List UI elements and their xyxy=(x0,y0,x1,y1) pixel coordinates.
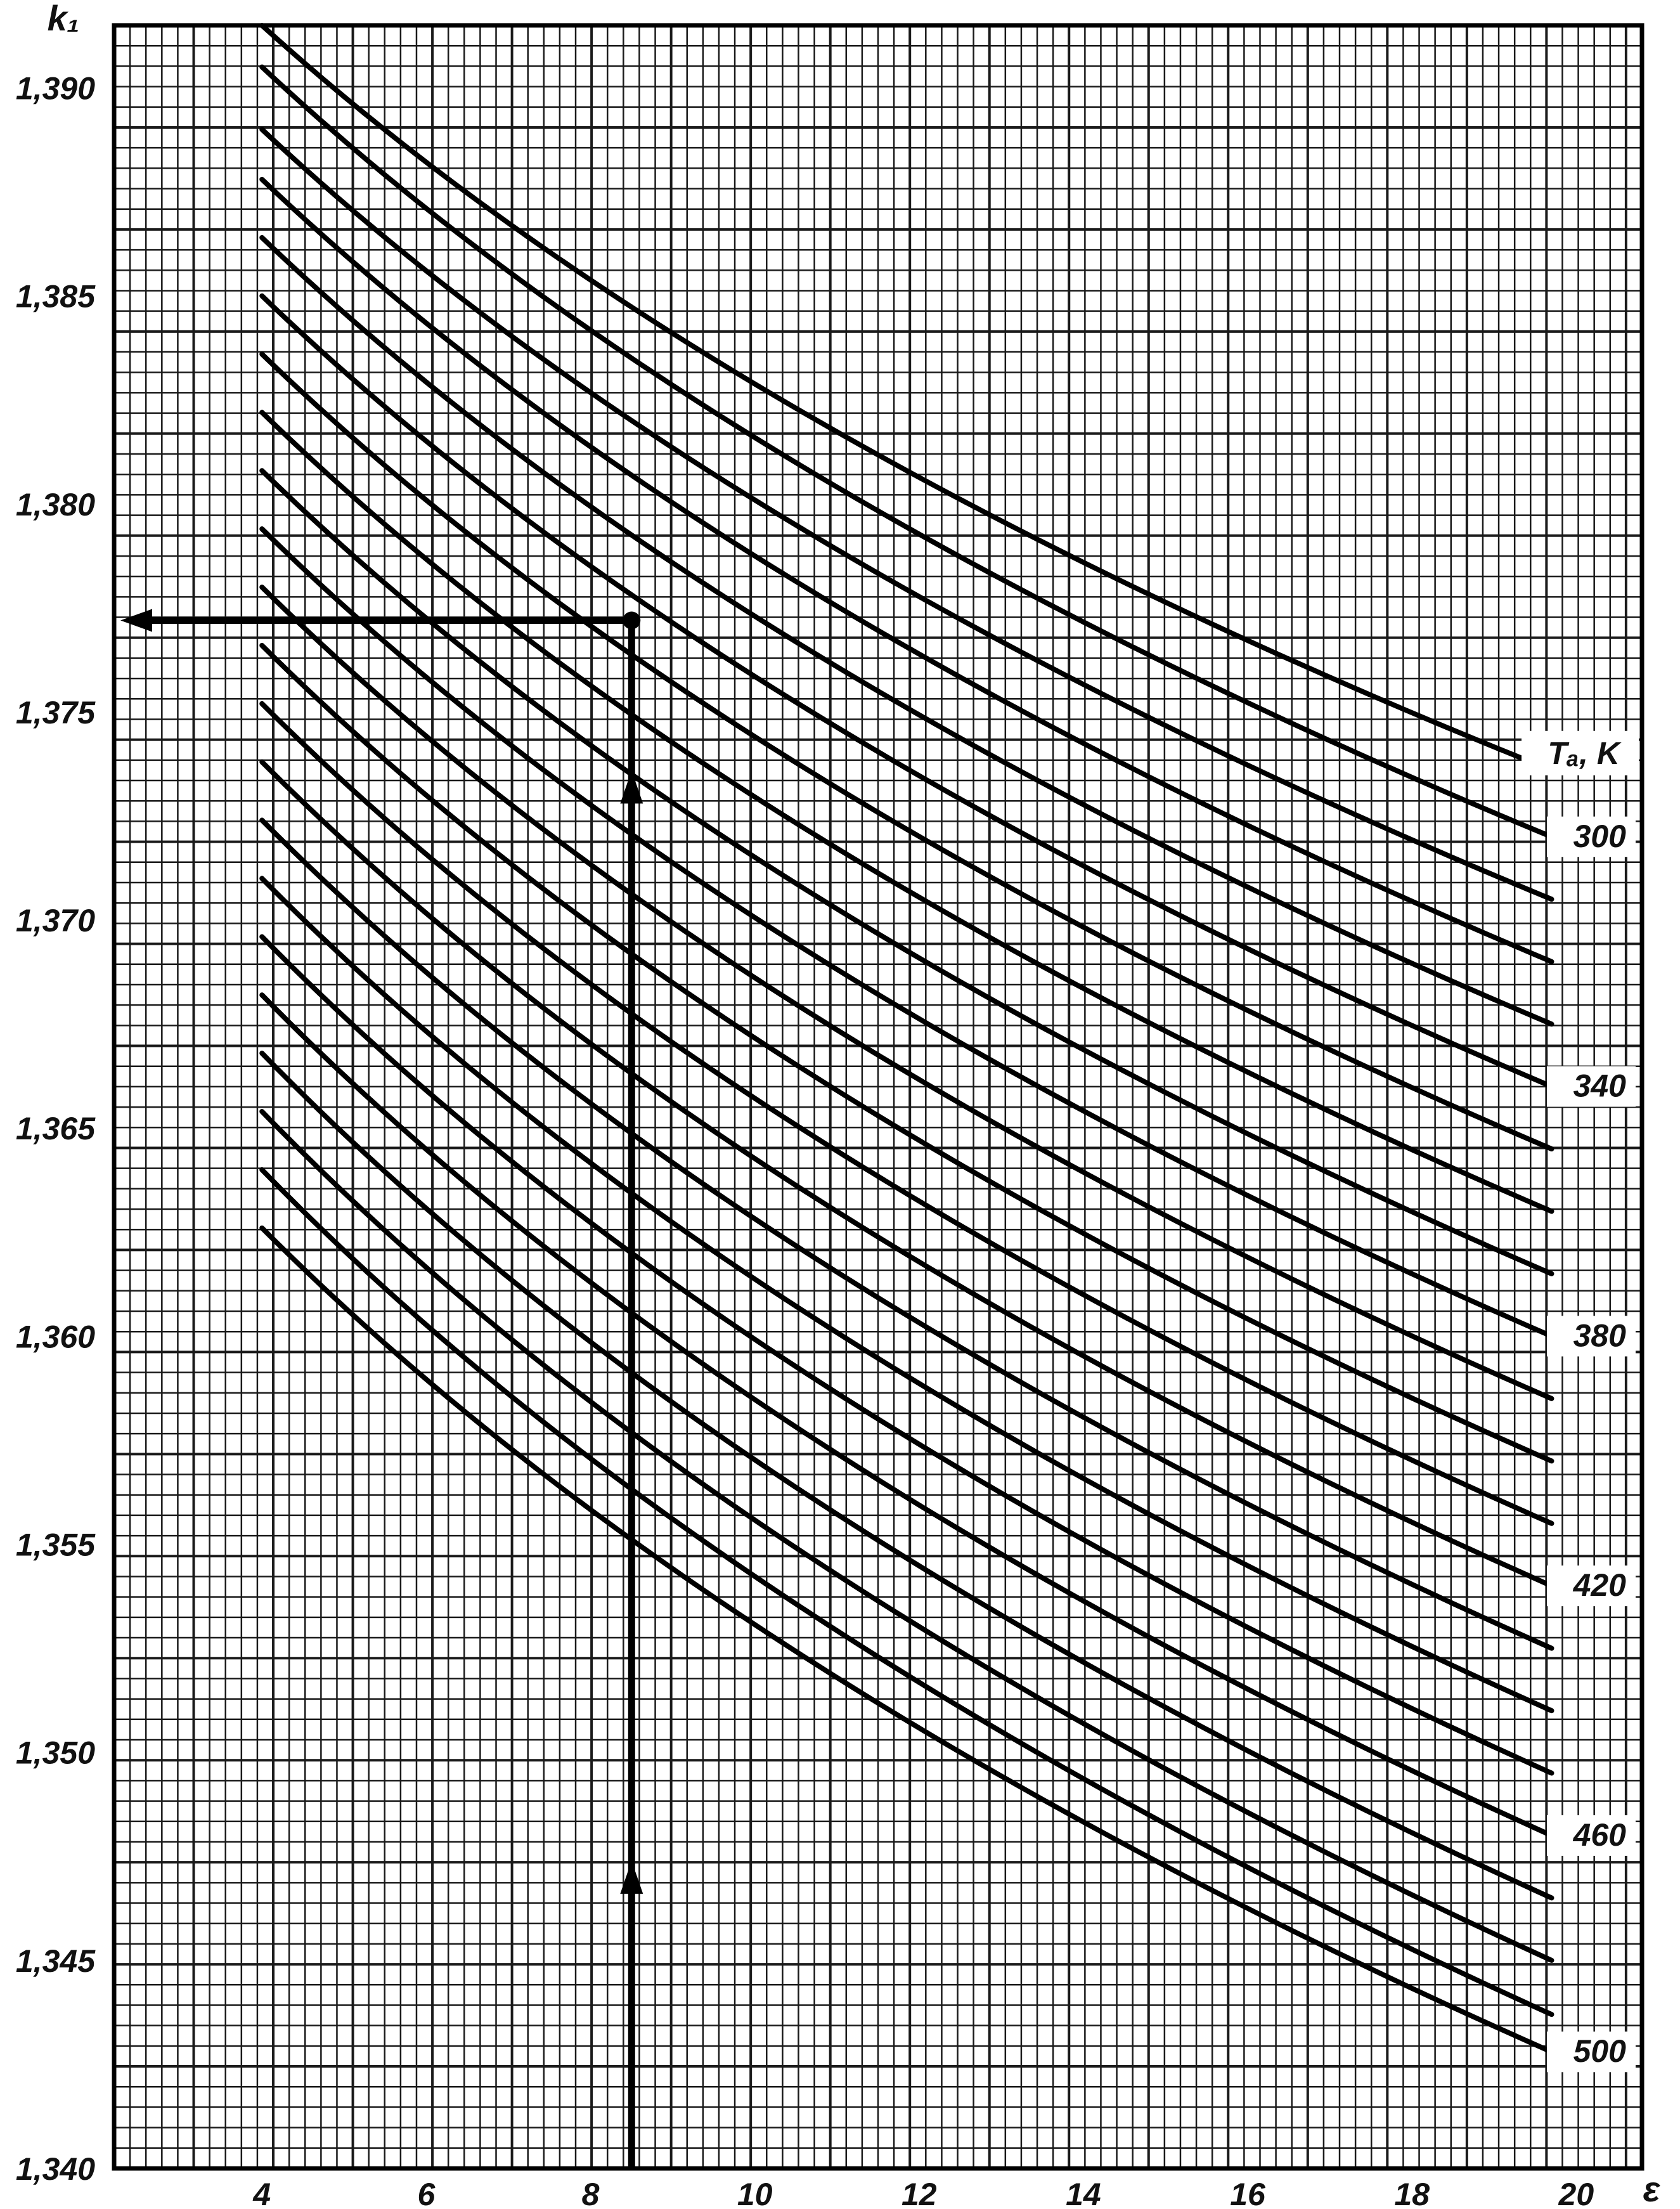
legend-label-background xyxy=(1547,1815,1636,1856)
series-line-12 xyxy=(259,642,1554,1464)
series-line-15 xyxy=(259,817,1554,1651)
legend-label-background xyxy=(1547,816,1636,857)
y-tick-labels: 1,340 1,345 1,350 1,355 1,360 1,365 1,370 1,375… xyxy=(16,70,96,2187)
series-line-11 xyxy=(259,585,1554,1401)
legend-label: 300 xyxy=(1573,819,1627,854)
series-line-7 xyxy=(259,351,1554,1152)
legend-label: 420 xyxy=(1573,1567,1627,1603)
left-arrow-icon xyxy=(120,609,152,632)
x-axis-label: ε xyxy=(1643,2169,1661,2209)
series-lines xyxy=(259,23,1554,2055)
example-readout-path xyxy=(120,609,643,2168)
series-line-13 xyxy=(259,701,1554,1526)
y-tick-label: 1,340 xyxy=(16,2151,95,2187)
y-tick-label: 1,375 xyxy=(16,695,96,730)
legend-label-background xyxy=(1547,2031,1636,2073)
x-tick-label: 20 xyxy=(1558,2177,1594,2209)
x-tick-label: 4 xyxy=(252,2177,271,2209)
y-tick-label: 1,370 xyxy=(16,903,95,938)
y-tick-label: 1,355 xyxy=(16,1527,96,1563)
legend-label-background xyxy=(1547,1066,1636,1107)
plot-frame xyxy=(112,23,1644,2171)
series-line-1 xyxy=(259,23,1554,773)
x-tick-label: 14 xyxy=(1066,2177,1101,2209)
grid xyxy=(113,24,1643,2170)
up-arrow-icon xyxy=(620,770,643,804)
x-tick-labels: 4 6 8 10 12 14 16 18 20 xyxy=(252,2177,1594,2209)
series-line-21 xyxy=(259,1167,1554,2018)
readout-point xyxy=(623,611,641,630)
series-line-19 xyxy=(259,1051,1554,1901)
up-arrow-icon xyxy=(620,1860,643,1894)
legend-label: 460 xyxy=(1573,1817,1627,1853)
y-tick-label: 1,350 xyxy=(16,1735,95,1771)
series-line-14 xyxy=(259,759,1554,1589)
series-line-4 xyxy=(259,176,1554,964)
legend-title: Tₐ, K xyxy=(1548,735,1622,771)
y-tick-label: 1,360 xyxy=(16,1319,95,1354)
series-line-8 xyxy=(259,410,1554,1214)
series-line-18 xyxy=(259,992,1554,1838)
legend-label: 340 xyxy=(1573,1068,1627,1104)
y-axis-label: k₁ xyxy=(48,0,80,38)
y-tick-label: 1,385 xyxy=(16,279,96,314)
x-tick-label: 16 xyxy=(1230,2177,1266,2209)
series-line-2 xyxy=(259,64,1554,839)
legend-title-background xyxy=(1522,730,1639,775)
frame-border xyxy=(112,23,1644,2171)
series-line-20 xyxy=(259,1108,1554,1963)
y-tick-label: 1,345 xyxy=(16,1943,96,1979)
legend: Tₐ, K 300 340 380 420 460 500 xyxy=(1522,730,1639,2073)
series-line-16 xyxy=(259,876,1554,1714)
series-line-6 xyxy=(259,293,1554,1089)
series-line-22 xyxy=(259,1225,1554,2055)
legend-label: 380 xyxy=(1573,1318,1627,1353)
series-line-3 xyxy=(259,127,1554,902)
series-line-17 xyxy=(259,934,1554,1776)
x-tick-label: 12 xyxy=(901,2177,937,2209)
x-tick-label: 10 xyxy=(737,2177,773,2209)
y-tick-label: 1,365 xyxy=(16,1111,96,1146)
y-tick-label: 1,380 xyxy=(16,487,95,522)
legend-label-background xyxy=(1547,1565,1636,1607)
x-tick-label: 8 xyxy=(582,2177,600,2209)
legend-label: 500 xyxy=(1573,2033,1627,2069)
x-tick-label: 18 xyxy=(1394,2177,1430,2209)
legend-label-background xyxy=(1547,1316,1636,1357)
series-line-5 xyxy=(259,235,1554,1027)
y-tick-label: 1,390 xyxy=(16,70,95,106)
x-tick-label: 6 xyxy=(417,2177,436,2209)
series-line-9 xyxy=(259,468,1554,1276)
series-line-10 xyxy=(259,526,1554,1339)
